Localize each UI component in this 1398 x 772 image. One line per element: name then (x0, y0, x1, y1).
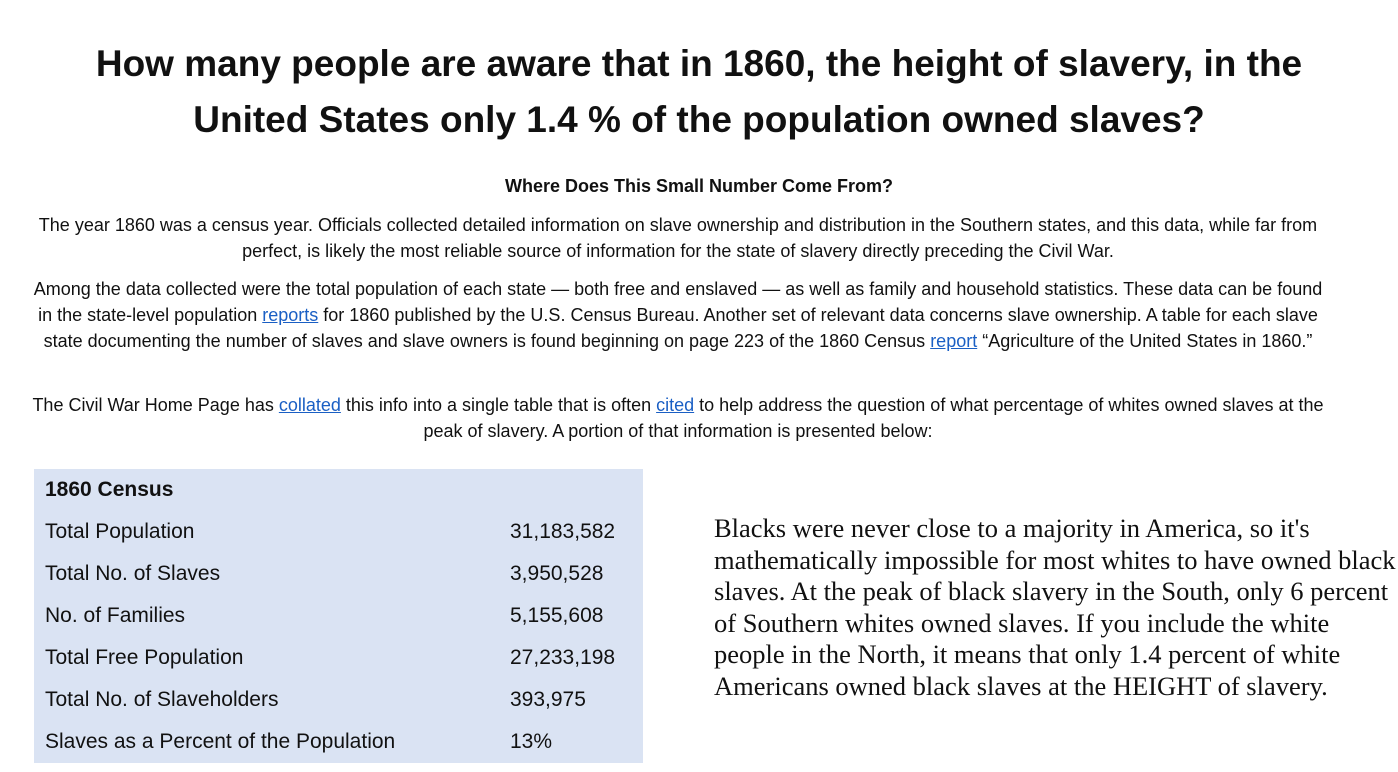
text: this info into a single table that is of… (340, 395, 657, 415)
link[interactable]: reports (262, 305, 319, 325)
row-value: 3,950,528 (510, 562, 604, 585)
link[interactable]: collated (278, 395, 341, 415)
text: Among the data collected were the total … (33, 279, 1323, 325)
row-value: 27,233,198 (510, 646, 616, 669)
link[interactable]: cited (656, 395, 695, 415)
row-label: Slaves as a Percent of the Population (45, 730, 396, 753)
paragraph: The Civil War Home Page has collated thi… (28, 392, 1328, 444)
table-header: 1860 Census (45, 478, 174, 501)
quote: Blacks were never close to a majority in… (714, 513, 1396, 701)
table-header-row: 1860 Census (34, 469, 643, 511)
table-row: Slaves as a Percent of the Population 13% (34, 721, 643, 763)
text: for 1860 published by the U.S. Census Bu… (43, 305, 1318, 351)
subtitle: Where Does This Small Number Come From? (504, 176, 894, 196)
table-row: No. of Families 5,155,608 (34, 595, 643, 637)
row-value: 5,155,608 (510, 604, 604, 627)
table-row: Total Free Population 27,233,198 (34, 637, 643, 679)
row-label: Total Population (45, 520, 195, 543)
row-value: 393,975 (510, 688, 586, 711)
paragraph: Among the data collected were the total … (28, 276, 1328, 354)
link[interactable]: report (930, 331, 978, 351)
census-table: 1860 Census Total Population 31,183,582 To… (34, 469, 643, 763)
text: to help address the question of what per… (423, 395, 1324, 441)
text: “Agriculture of the United States in 186… (977, 331, 1313, 351)
paragraph: The year 1860 was a census year. Officia… (28, 212, 1328, 264)
title: How many people are aware that in 1860, … (95, 43, 1303, 140)
row-label: No. of Families (45, 604, 186, 627)
text: The Civil War Home Page has (32, 395, 279, 415)
row-label: Total No. of Slaves (45, 562, 221, 585)
table-row: Total No. of Slaveholders 393,975 (34, 679, 643, 721)
row-label: Total No. of Slaveholders (45, 688, 279, 711)
row-value: 31,183,582 (510, 520, 616, 543)
table-row: Total Population 31,183,582 (34, 511, 643, 553)
table-row: Total No. of Slaves 3,950,528 (34, 553, 643, 595)
row-label: Total Free Population (45, 646, 244, 669)
row-value: 13% (510, 730, 553, 753)
text: The year 1860 was a census year. Officia… (38, 215, 1318, 261)
